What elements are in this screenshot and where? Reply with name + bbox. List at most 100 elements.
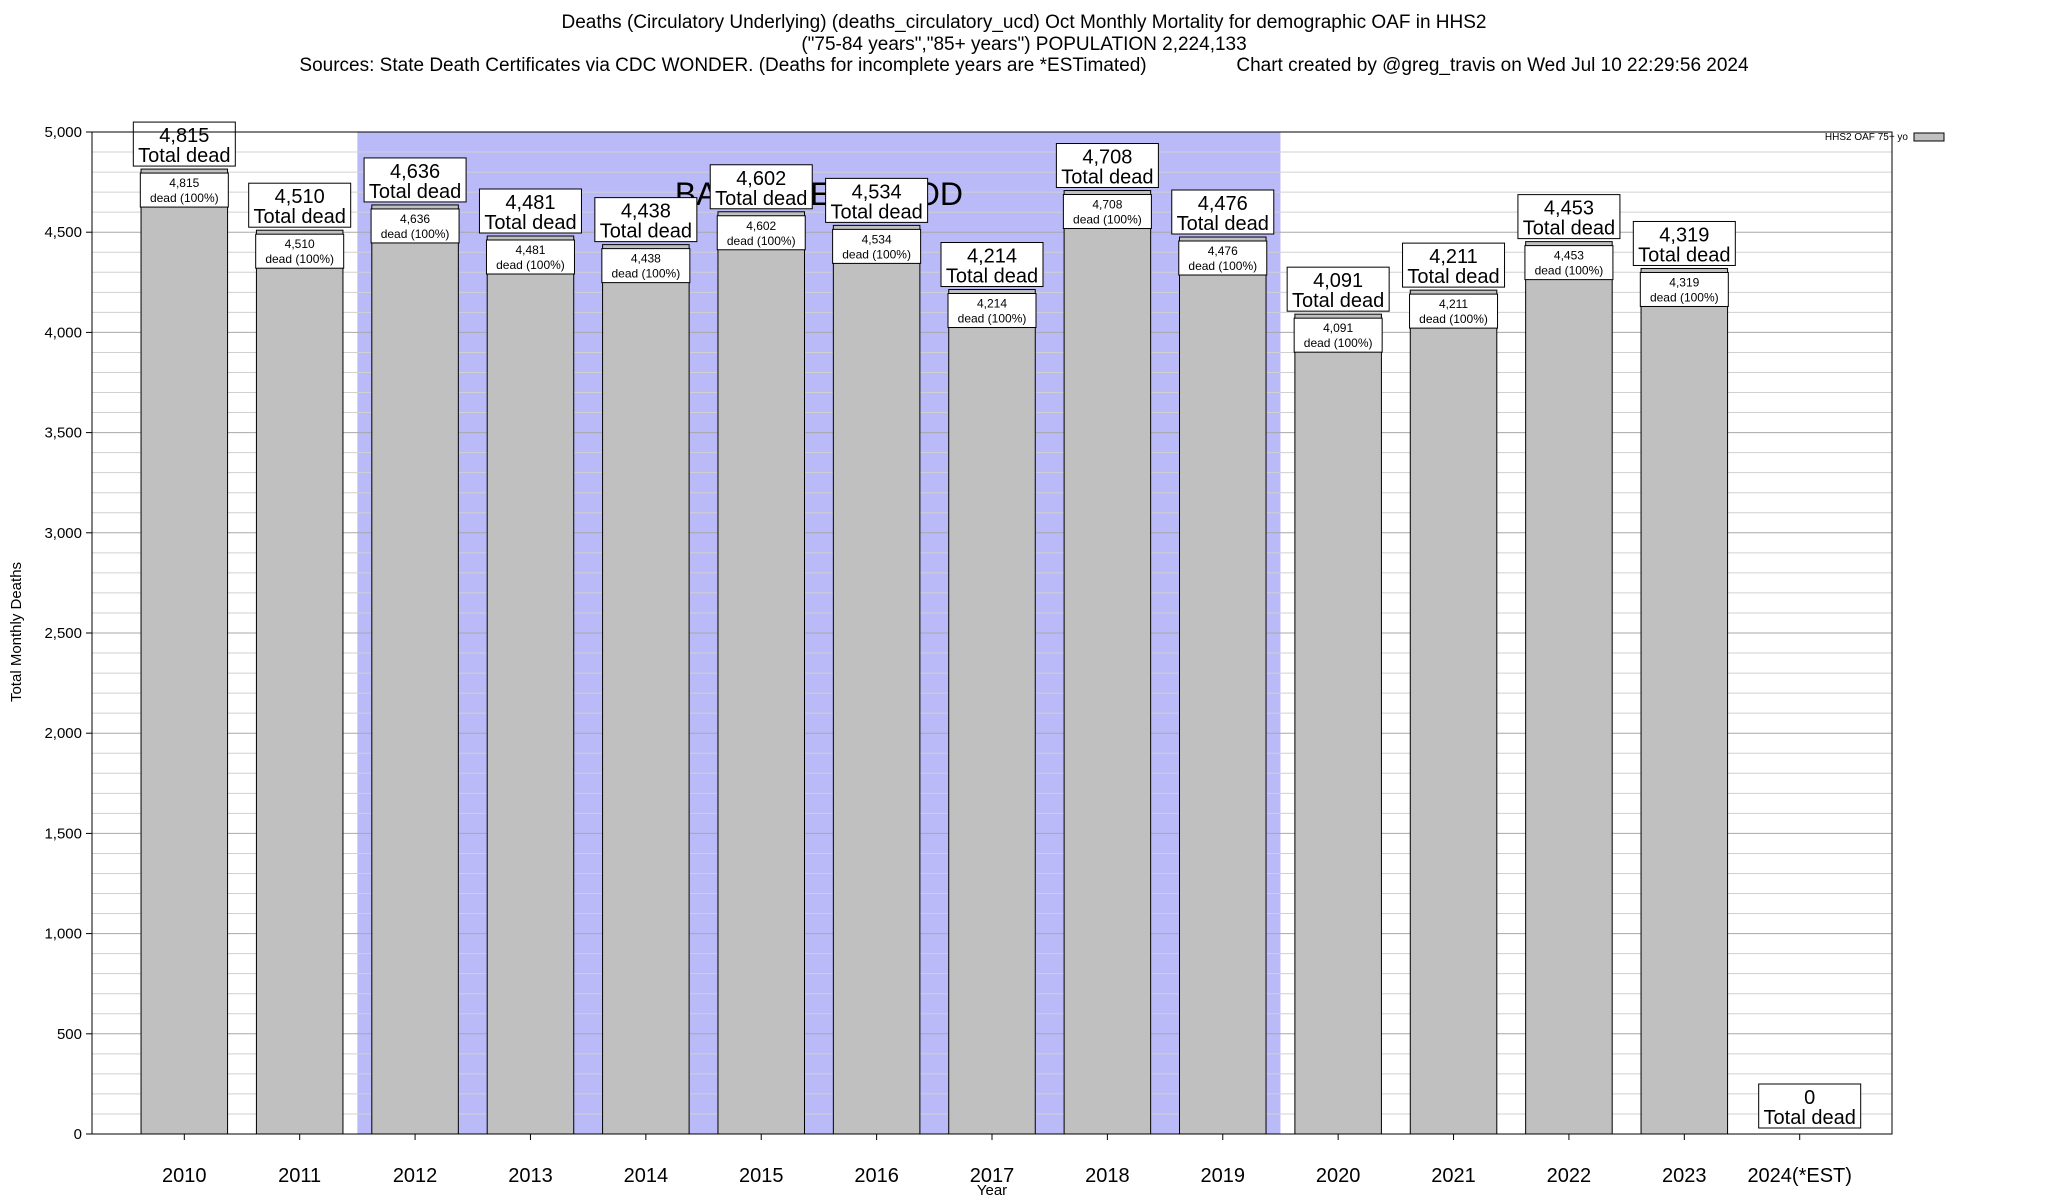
bar <box>1525 241 1613 1135</box>
inner-value-label: 4,602 <box>746 219 776 233</box>
inner-label-box <box>1062 194 1152 230</box>
total-dead-label: Total dead <box>715 188 807 210</box>
bar <box>1179 236 1267 1135</box>
legend: HHS2 OAF 75+ yo <box>1825 132 1945 143</box>
inner-percent-label: dead (100%) <box>1188 259 1257 273</box>
inner-percent-label: dead (100%) <box>496 258 565 272</box>
x-axis-label: Year <box>977 1182 1007 1199</box>
bar-value-label: 4,476 <box>1198 193 1248 215</box>
bar <box>1063 190 1152 1135</box>
x-tick-label: 2018 <box>1085 1165 1130 1187</box>
x-tick-label: 2010 <box>162 1165 207 1187</box>
x-tick-label: 2023 <box>1662 1165 1707 1187</box>
bar-value-label: 4,091 <box>1313 270 1363 292</box>
inner-label-box <box>139 172 229 208</box>
y-tick-label: 4,000 <box>44 324 82 341</box>
bar <box>602 244 690 1135</box>
bar <box>1409 289 1498 1135</box>
x-tick-label: 2017 <box>970 1165 1015 1187</box>
inner-value-label: 4,476 <box>1208 244 1238 258</box>
inner-percent-label: dead (100%) <box>727 234 796 248</box>
x-tick-label: 2014 <box>624 1165 669 1187</box>
bar-value-label: 4,815 <box>159 125 209 147</box>
inner-percent-label: dead (100%) <box>1304 336 1373 350</box>
bar <box>255 229 344 1135</box>
total-label-box <box>132 121 236 167</box>
bar-value-label: 4,534 <box>852 181 902 203</box>
legend-entry-label: HHS2 OAF 75+ yo <box>1825 132 1909 143</box>
x-tick-label: 2016 <box>854 1165 899 1187</box>
total-label-box <box>1171 189 1275 235</box>
bar <box>1294 313 1382 1135</box>
inner-percent-label: dead (100%) <box>265 252 334 266</box>
inner-percent-label: dead (100%) <box>1419 312 1488 326</box>
total-label-box <box>940 242 1044 288</box>
total-label-box <box>1402 242 1506 288</box>
bar-value-label: 4,319 <box>1659 224 1709 246</box>
total-dead-label: Total dead <box>1638 244 1730 266</box>
total-label-box <box>594 197 698 243</box>
bar-value-label: 4,453 <box>1544 198 1594 220</box>
total-dead-label: Total dead <box>1523 218 1615 240</box>
inner-label-box <box>1639 271 1729 307</box>
inner-percent-label: dead (100%) <box>842 247 911 261</box>
inner-value-label: 4,319 <box>1669 275 1699 289</box>
total-dead-label: Total dead <box>600 221 692 243</box>
x-tick-label: 2013 <box>508 1165 553 1187</box>
bar-value-label: 0 <box>1804 1087 1815 1109</box>
inner-value-label: 4,453 <box>1554 249 1584 263</box>
inner-value-label: 4,534 <box>862 232 892 246</box>
inner-value-label: 4,214 <box>977 297 1007 311</box>
chart-title-line-2: ("75-84 years","85+ years") POPULATION 2… <box>801 34 1247 55</box>
inner-value-label: 4,438 <box>631 252 661 266</box>
chart-title-line-3: Sources: State Death Certificates via CD… <box>299 55 1749 76</box>
legend-swatch <box>1913 132 1945 142</box>
inner-value-label: 4,708 <box>1092 198 1122 212</box>
total-label-box <box>363 157 467 203</box>
chart-title-line-1: Deaths (Circulatory Underlying) (deaths_… <box>561 12 1487 33</box>
inner-label-box <box>1178 240 1268 276</box>
inner-label-box <box>255 233 345 269</box>
bar <box>371 204 459 1135</box>
bar <box>140 168 229 1135</box>
bar-value-label: 4,510 <box>275 186 325 208</box>
total-dead-label: Total dead <box>1292 290 1384 312</box>
inner-value-label: 4,091 <box>1323 321 1353 335</box>
axis-layer: 0 500 1,000 1,500 2,000 2,500 3,000 3,500 4,000 4… <box>44 124 1893 1143</box>
x-tick-label: 2021 <box>1431 1165 1476 1187</box>
total-dead-label: Total dead <box>484 212 576 234</box>
bar <box>717 211 806 1135</box>
total-label-box <box>248 182 352 228</box>
inner-percent-label: dead (100%) <box>1650 290 1719 304</box>
y-axis-label: Total Monthly Deaths <box>8 562 25 702</box>
total-dead-label: Total dead <box>138 145 230 167</box>
inner-percent-label: dead (100%) <box>381 227 450 241</box>
total-label-box <box>709 164 813 210</box>
inner-value-label: 4,636 <box>400 212 430 226</box>
inner-percent-label: dead (100%) <box>1073 213 1142 227</box>
x-tick-label: 2024(*EST) <box>1747 1165 1852 1187</box>
total-dead-label: Total dead <box>1764 1107 1856 1129</box>
bar-value-label: 4,708 <box>1082 147 1132 169</box>
inner-label-box <box>947 293 1037 329</box>
bar <box>832 224 921 1135</box>
inner-value-label: 4,211 <box>1439 297 1468 311</box>
y-tick-label: 2,500 <box>44 625 82 642</box>
total-dead-label: Total dead <box>369 181 461 203</box>
bar-value-label: 4,481 <box>505 192 555 214</box>
total-label-box <box>1055 143 1159 189</box>
inner-label-box <box>716 215 806 251</box>
y-tick-label: 500 <box>57 1026 82 1043</box>
y-tick-label: 1,500 <box>44 825 82 842</box>
total-label-box <box>478 188 582 234</box>
x-tick-label: 2020 <box>1316 1165 1361 1187</box>
bar <box>1640 267 1729 1135</box>
bar-value-label: 4,438 <box>621 201 671 223</box>
inner-label-box <box>832 228 922 264</box>
inner-label-box <box>485 239 575 275</box>
y-tick-label: 3,000 <box>44 525 82 542</box>
x-tick-label: 2012 <box>393 1165 438 1187</box>
total-dead-label: Total dead <box>946 266 1038 288</box>
